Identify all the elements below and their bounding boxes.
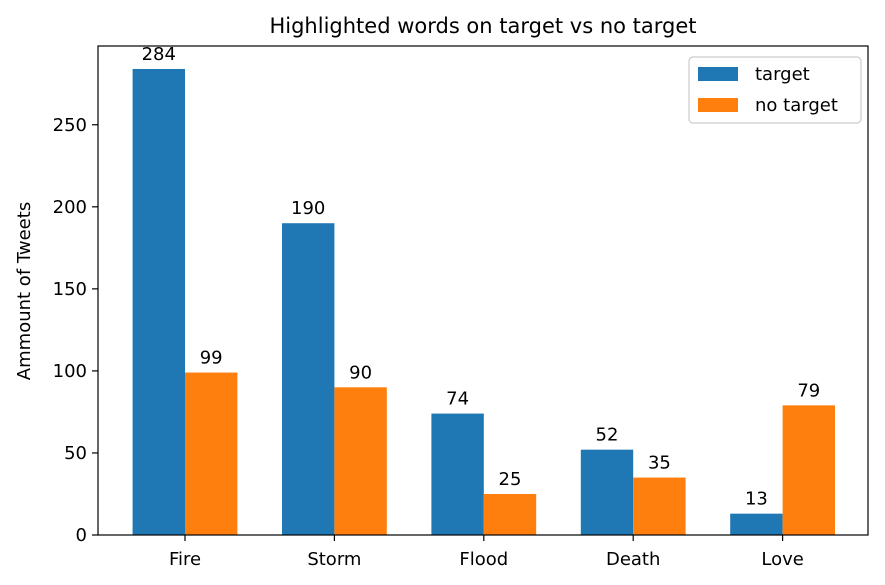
bar-value-label: 35 [648, 453, 671, 474]
bar-no-target-flood [483, 493, 537, 535]
y-tick-label: 50 [64, 443, 87, 464]
legend-swatch [698, 67, 738, 81]
bar-target-death [580, 449, 634, 535]
bar-value-label: 90 [349, 362, 372, 383]
plot-area: 284 190 74 52 13 99 90 25 35 79 0 50 100 150 200 250 Fir… [53, 44, 869, 570]
bar-value-label: 13 [745, 489, 768, 510]
x-tick-label: Flood [459, 549, 508, 570]
bar-target-fire [132, 68, 185, 536]
legend-swatch [698, 98, 738, 112]
y-tick-label: 250 [53, 115, 87, 136]
legend: target no target [688, 56, 862, 124]
bar-value-label: 52 [596, 425, 619, 446]
legend-label: no target [755, 95, 838, 116]
y-tick-label: 100 [53, 361, 87, 382]
bar-no-target-fire [185, 372, 238, 535]
bar-no-target-death [633, 477, 686, 535]
axes-frame [97, 45, 869, 536]
chart-title: Highlighted words on target vs no target [269, 14, 696, 38]
bar-value-label: 284 [142, 44, 176, 65]
bar-value-label: 25 [499, 469, 522, 490]
bar-target-love [730, 513, 783, 535]
y-tick-label: 200 [53, 197, 87, 218]
bar-no-target-storm [334, 387, 387, 535]
bar-value-label: 79 [797, 380, 820, 401]
y-tick-label: 150 [53, 279, 87, 300]
y-axis-label: Ammount of Tweets [14, 202, 35, 380]
bar-no-target-love [782, 405, 835, 535]
x-tick-label: Fire [169, 549, 201, 570]
x-tick-label: Death [606, 549, 660, 570]
bar-target-flood [431, 413, 484, 535]
x-tick-label: Love [761, 549, 803, 570]
bar-value-label: 74 [446, 389, 469, 410]
y-tick-label: 0 [76, 525, 87, 546]
bar-value-label: 190 [291, 198, 325, 219]
legend-label: target [755, 64, 810, 85]
bar-target-storm [282, 223, 335, 535]
x-tick-label: Storm [307, 549, 361, 570]
bar-value-label: 99 [200, 348, 223, 369]
